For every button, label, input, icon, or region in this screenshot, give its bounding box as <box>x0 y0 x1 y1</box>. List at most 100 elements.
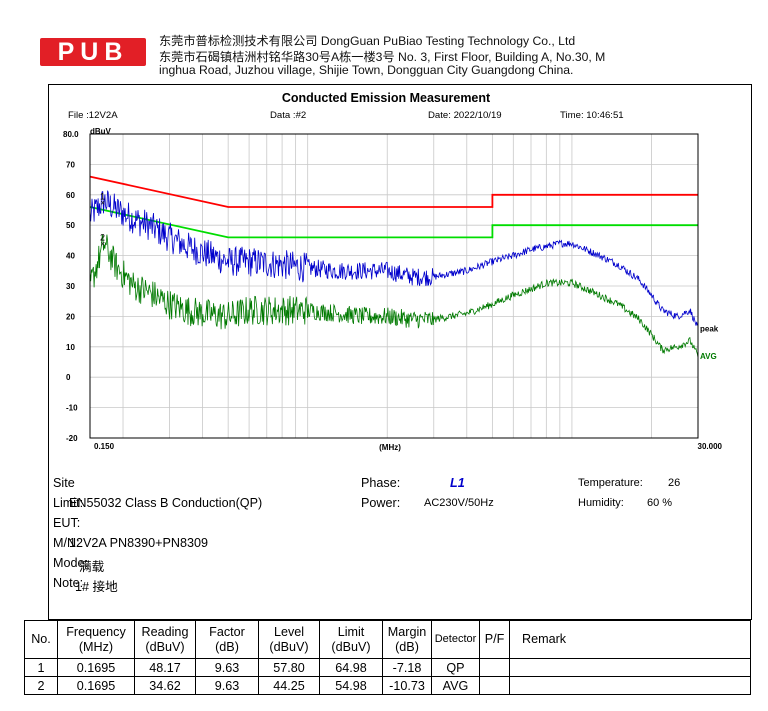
table-cell <box>479 676 510 695</box>
date-label: Date: 2022/10/19 <box>428 110 502 121</box>
column-header-line1: Remark <box>522 632 567 646</box>
table-cell <box>479 658 510 677</box>
y-tick-label: 0 <box>66 373 71 382</box>
table-cell: 54.98 <box>319 676 383 695</box>
y-tick-label: 50 <box>66 221 75 230</box>
table-cell: 9.63 <box>195 658 259 677</box>
company-address-line-2: inghua Road, Juzhou village, Shijie Town… <box>159 63 574 77</box>
y-tick-label: 20 <box>66 312 75 321</box>
y-tick-label: 40 <box>66 252 75 261</box>
file-label: File :12V2A <box>68 110 118 121</box>
series-line-peak <box>89 190 699 326</box>
column-header: Level (dBuV) <box>258 620 320 659</box>
report-frame <box>48 84 752 620</box>
column-header-line2: (MHz) <box>78 639 114 654</box>
table-cell: 64.98 <box>319 658 383 677</box>
column-header-line1: Factor <box>209 624 245 639</box>
table-cell <box>509 658 751 677</box>
column-header-line1: Limit <box>337 624 365 639</box>
x-axis-label: (MHz) <box>379 443 401 452</box>
grid <box>90 133 698 439</box>
series-lines <box>89 190 699 358</box>
table-body: 1 0.1695 48.17 9.63 57.80 64.98 -7.18 QP 2 0.1695… <box>24 658 751 695</box>
column-header-line2: (dBuV) <box>269 639 309 654</box>
marker-label: 1 <box>100 191 105 201</box>
site-label: Site <box>53 476 75 490</box>
y-tick-label: 70 <box>66 160 75 169</box>
column-header-line1: Reading <box>141 624 189 639</box>
y-tick-label: 10 <box>66 343 75 352</box>
y-tick-label: 60 <box>66 191 75 200</box>
table-cell: 0.1695 <box>57 676 135 695</box>
table-cell: QP <box>431 658 480 677</box>
column-header: Detector <box>431 620 480 659</box>
table-cell: -10.73 <box>382 676 432 695</box>
limit-value: EN55032 Class B Conduction(QP) <box>69 496 263 510</box>
series-line-avg <box>89 234 699 358</box>
limit-line <box>89 175 698 208</box>
column-header-line1: No. <box>31 632 51 646</box>
table-row: 1 0.1695 48.17 9.63 57.80 64.98 -7.18 QP <box>24 658 751 677</box>
report-header: PUB 东莞市普标检测技术有限公司 DongGuan PuBiao Testin… <box>0 0 768 84</box>
y-tick-labels: 80.0 70 60 50 40 30 20 10 0 -10 -20 <box>63 130 79 443</box>
data-label: Data :#2 <box>270 110 306 121</box>
table-cell <box>509 676 751 695</box>
eut-label: EUT: <box>53 516 81 530</box>
x-tick-labels: 0.150 30.000 <box>94 442 723 451</box>
column-header-line2: (dB) <box>395 639 419 654</box>
x-tick-label: 0.150 <box>94 442 115 451</box>
column-header: Remark <box>509 620 751 659</box>
note-label: Note: <box>53 576 84 590</box>
phase-value: L1 <box>450 476 465 490</box>
column-header-line1: Detector <box>434 633 477 645</box>
table-row: 2 0.1695 34.62 9.63 44.25 54.98 -10.73 AVG <box>24 676 751 695</box>
table-cell: 9.63 <box>195 676 259 695</box>
column-header-line2: (dB) <box>215 639 239 654</box>
column-header: P/F <box>479 620 510 659</box>
marker-label: 2 <box>100 233 105 243</box>
table-cell: 2 <box>24 676 58 695</box>
table-cell: 57.80 <box>258 658 320 677</box>
series-name-label: AVG <box>700 352 717 361</box>
power-label: Power: <box>361 496 401 510</box>
table-cell: 1 <box>24 658 58 677</box>
column-header-line2: (dBuV) <box>145 639 185 654</box>
column-header-line1: Margin <box>387 624 427 639</box>
mn-label: M/N: <box>53 536 80 550</box>
table-cell: -7.18 <box>382 658 432 677</box>
markers: 1×2× <box>100 191 106 248</box>
y-axis-unit: dBuV <box>90 127 112 136</box>
x-tick-label: 30.000 <box>698 442 723 451</box>
company-logo: PUB <box>40 38 146 66</box>
temperature-value: 26 <box>668 477 681 489</box>
column-header-line1: Level <box>273 624 305 639</box>
column-header: Frequency (MHz) <box>57 620 135 659</box>
column-header: Factor (dB) <box>195 620 259 659</box>
table-cell: AVG <box>431 676 480 695</box>
table-cell: 48.17 <box>134 658 196 677</box>
marker-x-icon: × <box>101 240 106 249</box>
company-address-line-1: 东莞市石碣镇桔洲村铭华路30号A栋一楼3号 No. 3, First Floor… <box>159 50 606 64</box>
mode-value: 满载 <box>79 560 105 574</box>
mode-label: Mode: <box>53 556 89 570</box>
series-name-label: peak <box>700 325 719 334</box>
y-tick-label: 30 <box>66 282 75 291</box>
time-label: Time: 10:46:51 <box>560 110 624 121</box>
power-value: AC230V/50Hz <box>424 497 494 509</box>
column-header: Margin (dB) <box>382 620 432 659</box>
limit-line <box>89 206 698 239</box>
phase-label: Phase: <box>361 476 401 490</box>
table-cell: 34.62 <box>134 676 196 695</box>
y-tick-label: -20 <box>66 434 78 443</box>
note-value: 1# 接地 <box>75 580 118 594</box>
column-header: No. <box>24 620 58 659</box>
table-cell: 0.1695 <box>57 658 135 677</box>
column-header: Reading (dBuV) <box>134 620 196 659</box>
table-header-row: No. Frequency (MHz) Reading (dBuV) Factor (dB)… <box>24 620 751 659</box>
y-tick-label: 80.0 <box>63 130 79 139</box>
emission-chart: Conducted Emission Measurement File :12V… <box>63 91 723 452</box>
measurement-info: Site Limit: EN55032 Class B Conduction(Q… <box>48 466 752 620</box>
column-header-line2: (dBuV) <box>331 639 371 654</box>
mn-value: 12V2A PN8390+PN8309 <box>69 536 208 550</box>
chart-title: Conducted Emission Measurement <box>282 91 491 105</box>
